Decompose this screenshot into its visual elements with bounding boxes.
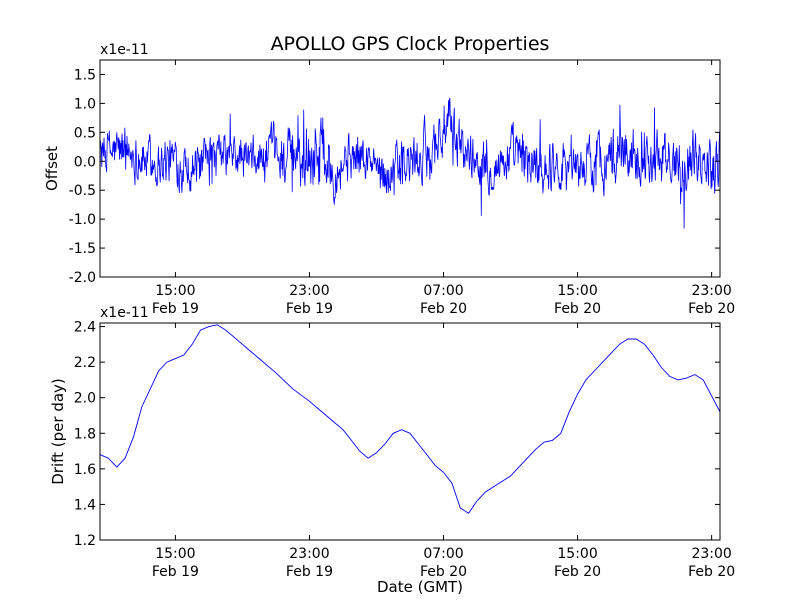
- x-tick-label-date: Feb 20: [420, 301, 467, 317]
- y-tick-label: 1.6: [74, 462, 96, 478]
- axes-frame: [99, 59, 721, 278]
- y-axis-label: Drift (per day): [49, 378, 67, 485]
- x-tick-label-date: Feb 20: [554, 564, 601, 580]
- y-tick-label: -1.0: [69, 212, 96, 228]
- x-tick-label-time: 23:00: [289, 546, 329, 562]
- y-tick-label: 1.4: [74, 497, 96, 513]
- axes-frame: [99, 322, 721, 541]
- y-tick-label: 1.8: [74, 426, 96, 442]
- x-tick-label-time: 07:00: [423, 546, 463, 562]
- y-tick-label: 2.0: [74, 391, 96, 407]
- x-tick-label-date: Feb 19: [152, 301, 199, 317]
- offset-panel: 1.5 1.0 0.5 0.0 -0.5 -1.0 -1.5 -2.0 15:00 Feb 19 2…: [43, 42, 735, 317]
- data-series-line: [100, 97, 720, 229]
- x-tick-label-date: Feb 20: [554, 301, 601, 317]
- axis-offset-text: x1e-11: [100, 42, 149, 58]
- x-tick-label-date: Feb 20: [688, 301, 735, 317]
- y-tick-label: 1.0: [74, 96, 96, 112]
- x-tick-label-date: Feb 20: [420, 564, 467, 580]
- x-tick-label-date: Feb 19: [286, 301, 333, 317]
- x-axis-label: Date (GMT): [377, 578, 463, 596]
- y-tick-label: -2.0: [69, 270, 96, 286]
- y-tick-label: 0.5: [74, 125, 96, 141]
- y-axis-label: Offset: [43, 146, 61, 191]
- data-series-line: [100, 324, 720, 514]
- y-tick-label: 2.2: [74, 355, 96, 371]
- x-tick-label-date: Feb 19: [286, 564, 333, 580]
- axis-offset-text: x1e-11: [100, 305, 149, 321]
- y-tick-label: 1.5: [74, 67, 96, 83]
- chart-title: APOLLO GPS Clock Properties: [271, 33, 550, 55]
- y-tick-label: 0.0: [74, 154, 96, 170]
- x-tick-label-date: Feb 20: [688, 564, 735, 580]
- x-tick-label-time: 07:00: [423, 283, 463, 299]
- y-tick-label: -1.5: [69, 241, 96, 257]
- y-tick-label: -0.5: [69, 183, 96, 199]
- y-tick-label: 1.2: [74, 533, 96, 549]
- x-tick-label-time: 15:00: [155, 546, 195, 562]
- x-tick-label-date: Feb 19: [152, 564, 199, 580]
- x-tick-label-time: 23:00: [691, 283, 731, 299]
- drift-panel: 2.4 2.2 2.0 1.8 1.6 1.4 1.2 15:00 Feb 19 23:00 Feb…: [49, 305, 735, 596]
- x-tick-label-time: 23:00: [691, 546, 731, 562]
- x-tick-label-time: 15:00: [557, 283, 597, 299]
- x-tick-label-time: 15:00: [557, 546, 597, 562]
- y-tick-label: 2.4: [74, 320, 96, 336]
- x-tick-label-time: 23:00: [289, 283, 329, 299]
- x-tick-label-time: 15:00: [155, 283, 195, 299]
